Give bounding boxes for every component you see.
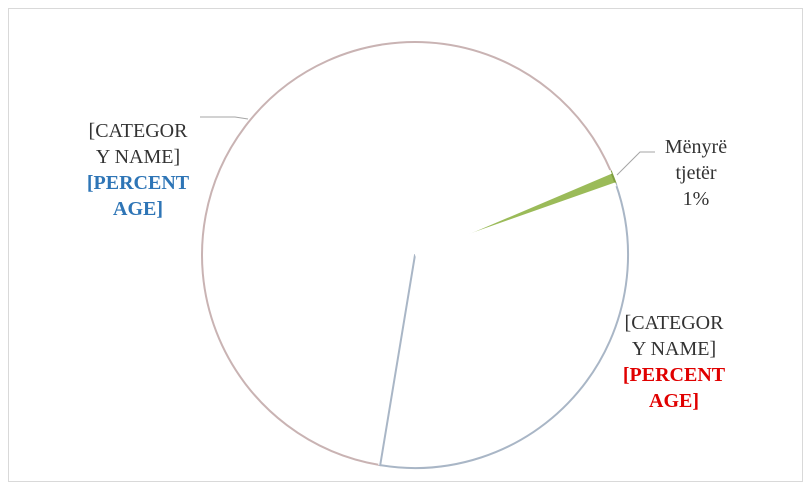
slice-label: [CATEGORY NAME] [PERCENTAGE] [84,118,192,222]
slice-separator [414,182,617,257]
slices [201,41,629,469]
leader-line [200,116,249,120]
pie-slice [379,182,629,469]
category-label: [CATEGORY NAME] [88,120,188,168]
value-label: 1% [682,188,710,210]
value-label: [PERCENTAGE] [622,364,726,412]
category-label: [CATEGORY NAME] [624,312,724,360]
value-label: [PERCENTAGE] [86,172,190,220]
slice-separator [414,169,612,257]
category-label: Mënyrë tjetër [664,136,728,184]
leader-line [616,151,655,176]
slice-label: [CATEGORY NAME] [PERCENTAGE] [620,310,728,414]
pie-slice [201,41,613,467]
slice-label: Mënyrë tjetër 1% [648,134,744,212]
